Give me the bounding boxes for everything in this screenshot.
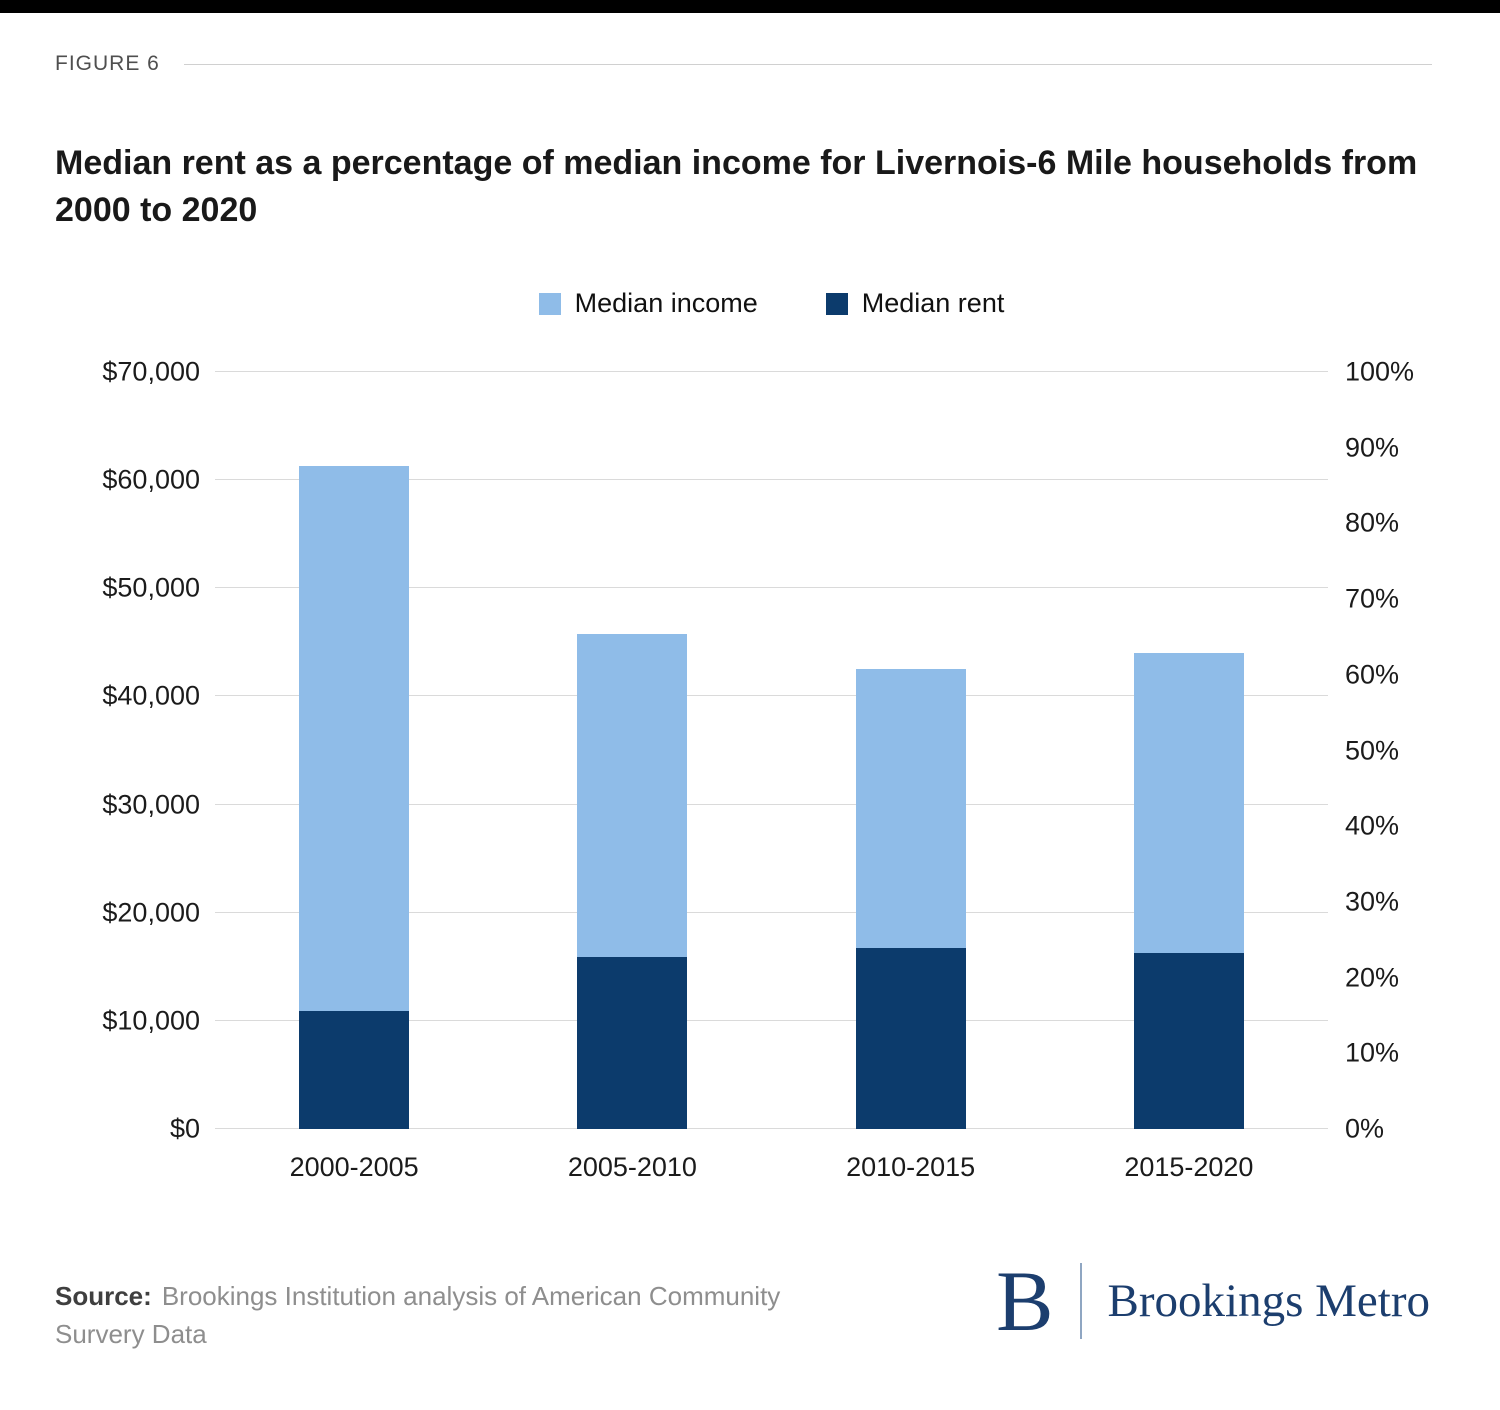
left-axis-tick-label: $20,000 [102,897,200,928]
chart-title: Median rent as a percentage of median in… [55,144,1418,229]
right-axis-tick-label: 20% [1345,962,1400,993]
stacked-bar [1133,653,1244,1129]
left-axis-tick-label: $30,000 [102,789,200,820]
left-axis-tick-label: $70,000 [102,356,200,387]
gridline [215,1019,1328,1021]
left-axis-tick-label: $10,000 [102,1005,200,1036]
right-axis-tick-label: 40% [1345,810,1400,841]
gridline [215,587,1328,589]
gridline [215,695,1328,697]
right-axis-tick-label: 90% [1345,432,1400,463]
plot-area [215,371,1328,1129]
gridline [215,911,1328,913]
right-axis: 0% 10% 20% 30% 40% 50% 60% 70% 80% 90% 100% [1345,357,1455,1144]
legend-swatch [825,292,848,315]
x-axis-labels: 2000-2005 2005-2010 2010-2015 2015-2020 [215,1152,1328,1183]
right-axis-tick-label: 30% [1345,886,1400,917]
bar-slot [215,372,493,1129]
legend-item: Median rent [825,288,1005,319]
right-axis-tick-label: 100% [1345,356,1415,387]
gridline [215,479,1328,481]
logo-divider [1079,1263,1082,1339]
legend-label: Median rent [861,288,1005,318]
rent-segment [299,1011,410,1129]
source-note: Source: Brookings Institution analysis of… [55,1278,865,1354]
stacked-bar [855,669,966,1129]
left-axis-tick-label: $0 [169,1113,200,1144]
stacked-bar [577,633,688,1129]
gridline [215,1128,1328,1129]
source-label: Source: [55,1281,152,1311]
right-axis-tick-label: 10% [1345,1037,1400,1068]
figure-header: FIGURE 6 [55,52,1432,76]
x-axis-category-label: 2010-2015 [846,1152,976,1182]
bar-slot [493,372,771,1129]
x-axis-category-label: 2000-2005 [289,1152,419,1182]
left-axis-tick-label: $60,000 [102,464,200,495]
x-axis-category-label: 2015-2020 [1124,1152,1254,1182]
right-axis-tick-label: 80% [1345,507,1400,538]
chart: $0 $10,000 $20,000 $30,000 $40,000 $50,000 $60… [0,357,1500,1144]
legend-label: Median income [574,288,758,318]
rent-segment [577,957,688,1129]
bars [215,372,1328,1129]
rent-segment [1133,952,1244,1129]
left-axis-tick-label: $50,000 [102,572,200,603]
bar-slot [772,372,1050,1129]
top-black-bar [0,0,1500,13]
left-axis: $0 $10,000 $20,000 $30,000 $40,000 $50,000 $60… [55,357,200,1144]
right-axis-tick-label: 60% [1345,659,1400,690]
right-axis-tick-label: 70% [1345,583,1400,614]
legend-item: Median income [538,288,758,319]
gridline [215,803,1328,805]
x-axis-category-label: 2005-2010 [567,1152,697,1182]
left-axis-tick-label: $40,000 [102,680,200,711]
legend: Median income Median rent [215,288,1328,319]
bar-slot [1050,372,1328,1129]
gridline [215,371,1328,372]
logo-wordmark: Brookings Metro [1107,1275,1430,1327]
right-axis-tick-label: 50% [1345,735,1400,765]
logo-b-icon: B [996,1253,1054,1349]
legend-swatch [538,292,561,315]
figure-label: FIGURE 6 [55,52,160,75]
right-axis-tick-label: 0% [1345,1113,1385,1144]
stacked-bar [299,466,410,1129]
source-text: Brookings Institution analysis of Americ… [55,1281,781,1349]
figure-divider-line [183,63,1432,65]
brookings-logo: B Brookings Metro [996,1258,1430,1344]
rent-segment [855,948,966,1129]
